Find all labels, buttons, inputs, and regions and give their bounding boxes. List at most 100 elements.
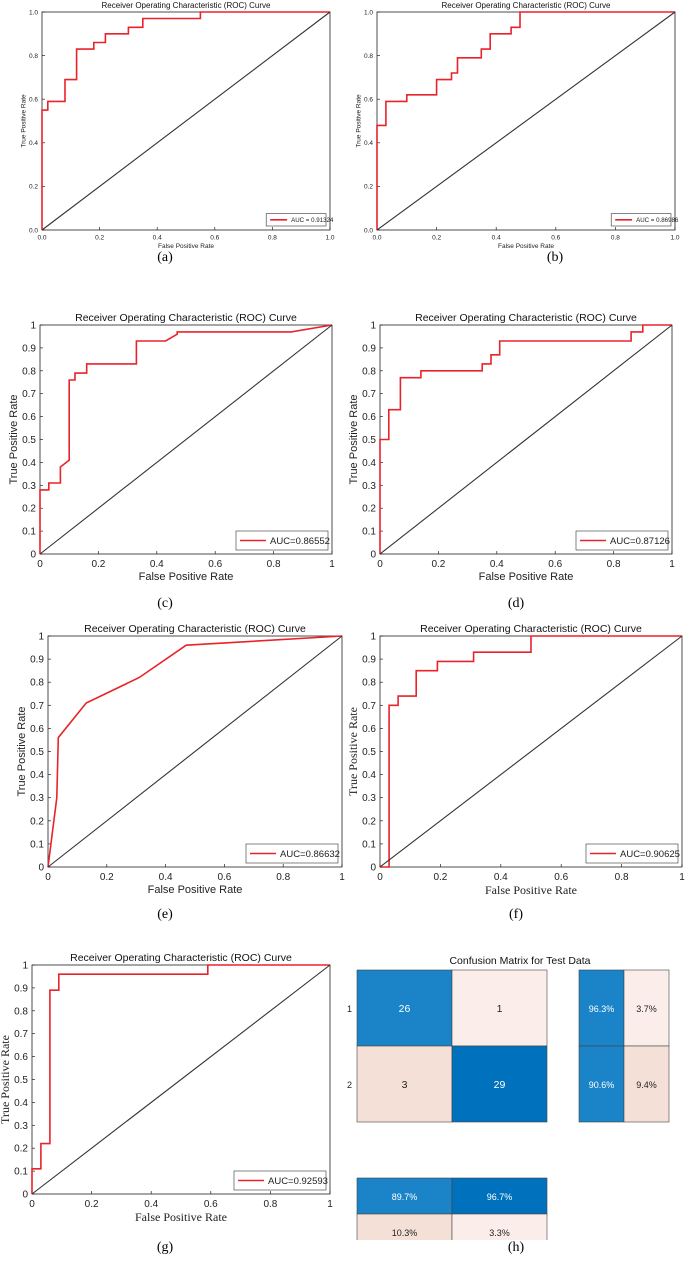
y-tick-label: 0.2 — [29, 184, 38, 191]
y-axis-label: True Positive Rate — [16, 706, 28, 796]
y-tick-label: 0 — [370, 550, 376, 561]
legend-label: AUC=0.92593 — [268, 1176, 328, 1187]
legend-label: AUC = 0.86986 — [636, 217, 679, 224]
y-tick-label: 0.1 — [30, 839, 44, 850]
roc-chart-e: Receiver Operating Characteristic (ROC) … — [16, 623, 345, 896]
y-tick-label: 0 — [38, 863, 44, 874]
caption-f: (f) — [509, 907, 523, 922]
x-axis-label: False Positive Rate — [135, 1210, 227, 1224]
roc-chart-d: Receiver Operating Characteristic (ROC) … — [348, 312, 675, 583]
x-axis-label: False Positive Rate — [485, 883, 577, 897]
y-tick-label: 0.4 — [29, 140, 38, 147]
x-tick-label: 0.4 — [490, 559, 504, 570]
roc-curve — [376, 11, 675, 230]
x-tick-label: 0.4 — [150, 559, 164, 570]
y-tick-label: 0.9 — [14, 983, 28, 994]
cm-col-summary-value: 89.7% — [392, 1192, 418, 1202]
x-tick-label: 0.8 — [263, 1199, 277, 1210]
chart-title: Receiver Operating Characteristic (ROC) … — [420, 623, 642, 635]
y-tick-label: 0.5 — [362, 435, 376, 446]
roc-curve — [41, 11, 330, 230]
y-tick-label: 0.3 — [362, 481, 376, 492]
y-tick-label: 1 — [22, 961, 28, 972]
legend-box — [235, 530, 329, 551]
x-tick-label: 0.6 — [210, 235, 219, 242]
x-tick-label: 0.4 — [159, 872, 173, 883]
y-tick-label: 0.4 — [14, 1098, 28, 1109]
roc-curve — [31, 964, 330, 1194]
x-axis-label: False Positive Rate — [148, 884, 243, 896]
x-tick-label: 0.6 — [554, 872, 568, 883]
y-tick-label: 0.9 — [362, 655, 376, 666]
y-tick-label: 0.7 — [30, 701, 44, 712]
y-axis-label: True Positive Rate — [356, 94, 363, 148]
chart-title: Receiver Operating Characteristic (ROC) … — [84, 623, 306, 635]
x-tick-label: 0.0 — [372, 235, 381, 242]
cm-cell — [451, 1045, 548, 1123]
x-tick-label: 0.2 — [431, 559, 445, 570]
x-tick-label: 0.2 — [91, 559, 105, 570]
caption-a: (a) — [157, 250, 173, 265]
cm-row-summary-value: 90.6% — [589, 1080, 615, 1090]
x-tick-label: 0.4 — [153, 235, 162, 242]
cm-cell-value: 3 — [402, 1079, 408, 1091]
y-tick-label: 0.7 — [22, 389, 36, 400]
caption-b: (b) — [546, 250, 564, 265]
x-tick-label: 1 — [339, 872, 345, 883]
chart-title: Receiver Operating Characteristic (ROC) … — [415, 312, 637, 324]
cm-col-summary-cell — [451, 1177, 548, 1215]
x-tick-label: 0.8 — [276, 872, 290, 883]
x-tick-label: 1 — [679, 872, 685, 883]
y-axis-label: True Positive Rate — [346, 707, 360, 796]
cm-row-label: 2 — [347, 1080, 352, 1090]
x-tick-label: 1 — [329, 559, 335, 570]
x-tick-label: 0.6 — [217, 872, 231, 883]
y-tick-label: 0.2 — [30, 816, 44, 827]
legend-box — [585, 843, 679, 864]
x-tick-label: 0.6 — [208, 559, 222, 570]
y-tick-label: 0.6 — [14, 1052, 28, 1063]
y-tick-label: 0.2 — [362, 816, 376, 827]
y-tick-label: 0.6 — [30, 724, 44, 735]
x-tick-label: 0.4 — [492, 235, 501, 242]
legend-box — [575, 530, 669, 551]
cm-cell — [356, 1045, 453, 1123]
cm-row-label: 1 — [347, 1004, 352, 1014]
cm-cell-value: 29 — [494, 1079, 506, 1091]
x-tick-label: 0.8 — [611, 235, 620, 242]
x-tick-label: 0 — [29, 1199, 35, 1210]
x-tick-label: 0.2 — [85, 1199, 99, 1210]
y-tick-label: 0.9 — [362, 343, 376, 354]
y-tick-label: 0.5 — [14, 1075, 28, 1086]
x-tick-label: 0 — [37, 559, 43, 570]
cm-col-summary-cell — [451, 1213, 548, 1240]
y-tick-label: 1 — [370, 632, 376, 643]
cm-cell — [451, 969, 548, 1047]
x-tick-label: 1 — [669, 559, 675, 570]
chart-title: Receiver Operating Characteristic (ROC) … — [75, 312, 297, 324]
y-tick-label: 0.7 — [362, 701, 376, 712]
roc-curve — [380, 635, 682, 868]
x-tick-label: 0 — [377, 872, 383, 883]
cm-row-summary-value: 96.3% — [589, 1004, 615, 1014]
y-axis-label: True Positive Rate — [8, 394, 20, 484]
chart-title: Receiver Operating Characteristic (ROC) … — [70, 952, 292, 964]
x-axis-label: False Positive Rate — [498, 243, 554, 250]
y-tick-label: 0.2 — [22, 504, 36, 515]
cm-cell — [356, 969, 453, 1047]
y-tick-label: 0 — [370, 863, 376, 874]
x-tick-label: 0.0 — [37, 235, 46, 242]
y-tick-label: 0.6 — [364, 96, 373, 103]
y-tick-label: 1 — [30, 321, 36, 332]
cm-row-summary-value: 3.7% — [636, 1004, 657, 1014]
x-tick-label: 0 — [45, 872, 51, 883]
y-tick-label: 0.0 — [29, 227, 38, 234]
y-tick-label: 0.9 — [22, 343, 36, 354]
roc-curve — [47, 635, 343, 868]
legend-label: AUC=0.86552 — [270, 536, 330, 547]
y-tick-label: 0.6 — [29, 96, 38, 103]
roc-chart-f: Receiver Operating Characteristic (ROC) … — [346, 623, 685, 897]
roc-chart-b: Receiver Operating Characteristic (ROC) … — [356, 1, 680, 250]
y-tick-label: 1.0 — [29, 9, 38, 16]
x-tick-label: 0.8 — [607, 559, 621, 570]
